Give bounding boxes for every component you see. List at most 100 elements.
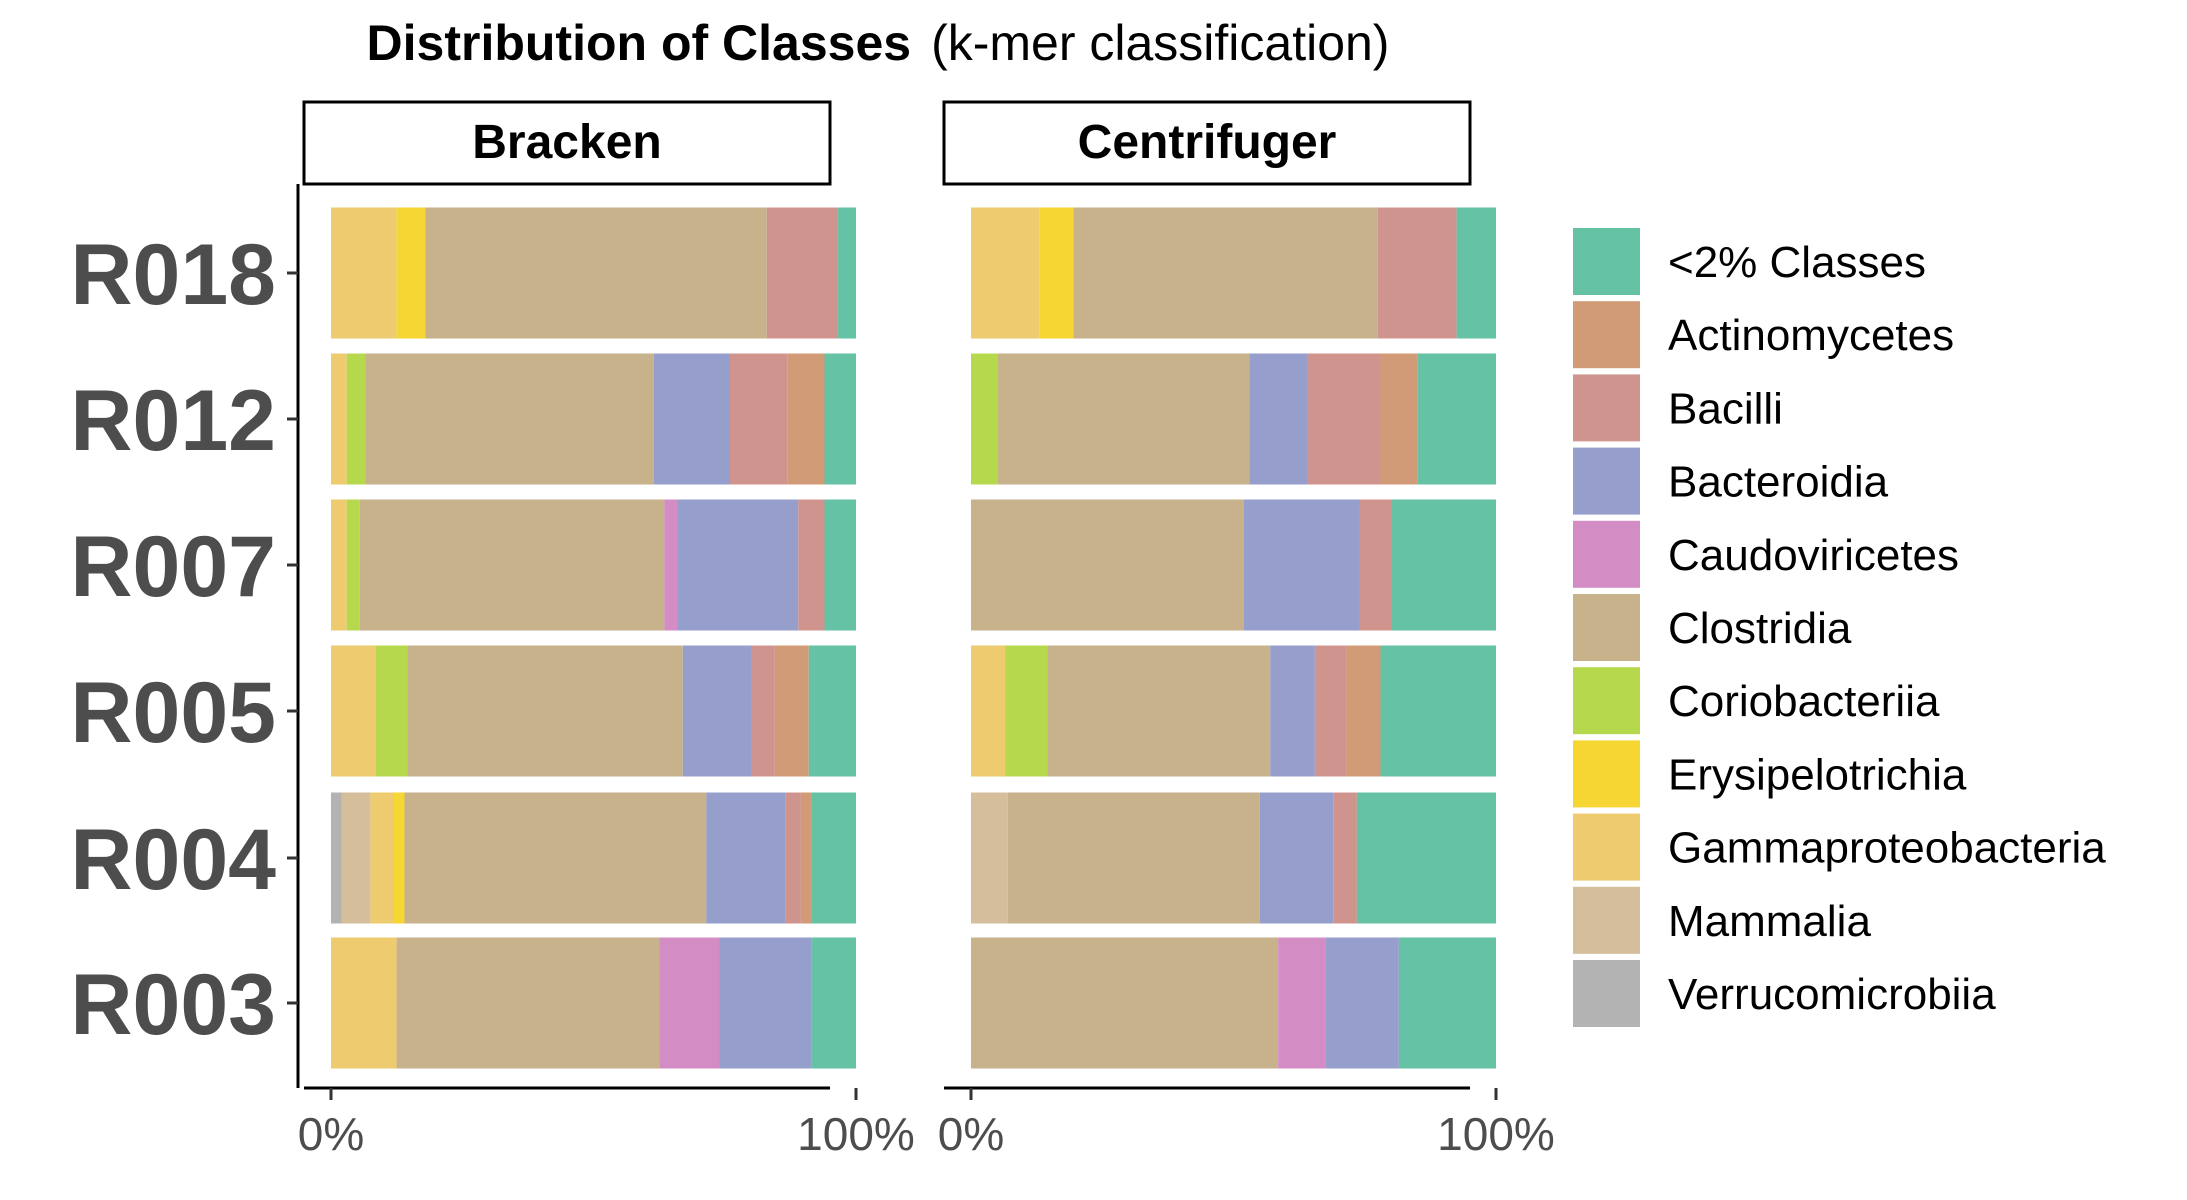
bar-segment-gammaproteobacteria: [331, 937, 397, 1069]
bar-segment-bacilli: [1359, 499, 1391, 631]
bar-r018: [971, 207, 1496, 339]
legend-swatch: [1573, 520, 1640, 588]
bar-segment-caudoviricetes: [664, 499, 678, 631]
bar-segment-actinomycetes: [787, 353, 825, 485]
bar-segment-2-classes: [1417, 353, 1496, 485]
bar-segment-gammaproteobacteria: [370, 792, 394, 924]
bar-segment-clostridia: [1073, 207, 1378, 339]
bar-r005: [331, 645, 856, 777]
bar-segment-clostridia: [971, 937, 1279, 1069]
x-tick-label: 100%: [797, 1108, 915, 1160]
bar-segment-clostridia: [997, 353, 1250, 485]
bar-segment-clostridia: [396, 937, 660, 1069]
bar-segment-bacteroidia: [682, 645, 751, 777]
bar-segment-bacilli: [1377, 207, 1457, 339]
legend-label: Caudoviricetes: [1668, 531, 1959, 580]
x-tick-label: 100%: [1437, 1108, 1555, 1160]
bar-segment-clostridia: [1007, 792, 1260, 924]
y-tick-label: R003: [70, 957, 276, 1053]
panel-strip: [302, 100, 832, 186]
legend-swatch: [1573, 594, 1640, 661]
x-tick-label: 0%: [298, 1108, 364, 1160]
panel-strip: [942, 100, 1472, 186]
bar-r003: [331, 937, 856, 1069]
bar-segment-2-classes: [1456, 207, 1496, 339]
bar-r007: [971, 499, 1496, 631]
panel-centrifuger: Centrifuger 0% 100%: [938, 100, 1555, 1160]
legend-swatch: [1573, 740, 1640, 808]
legend-swatch: [1573, 301, 1640, 369]
legend-swatch: [1573, 228, 1640, 295]
bar-segment-2-classes: [824, 499, 856, 631]
bar-segment-2-classes: [1398, 937, 1496, 1069]
bar-segment-bacilli: [1307, 353, 1381, 485]
bar-segment-actinomycetes: [800, 792, 812, 924]
bar-segment-actinomycetes: [1346, 645, 1381, 777]
y-tick-label: R004: [70, 812, 276, 908]
legend-item: Bacteroidia: [1573, 447, 1889, 515]
legend-swatch: [1573, 960, 1640, 1027]
chart-title-main: Distribution of Classes: [367, 15, 912, 71]
bar-segment-bacteroidia: [677, 499, 799, 631]
legend-label: Coriobacteriia: [1668, 677, 1940, 726]
legend-swatch: [1573, 447, 1640, 515]
bar-segment-2-classes: [1391, 499, 1496, 631]
legend-item: Mammalia: [1573, 886, 1871, 954]
bar-segment-erysipelotrichia: [1039, 207, 1074, 339]
y-axis: R018 R012 R007 R005 R004 R003: [70, 184, 300, 1088]
facet-panels: Bracken 0% 100% Centrifuger 0% 100%: [298, 100, 1555, 1160]
bar-segment-clostridia: [425, 207, 767, 339]
legend-label: Erysipelotrichia: [1668, 750, 1967, 799]
panel-strip-label: Bracken: [472, 116, 661, 169]
bar-segment-bacteroidia: [653, 353, 730, 485]
legend-label: <2% Classes: [1668, 238, 1926, 287]
bar-segment-actinomycetes: [774, 645, 809, 777]
bar-segment-bacteroidia: [1244, 499, 1360, 631]
legend-label: Bacilli: [1668, 384, 1783, 433]
bar-segment-gammaproteobacteria: [331, 353, 347, 485]
bar-r004: [971, 792, 1496, 924]
panel-bracken: Bracken 0% 100%: [298, 100, 915, 1160]
legend-item: Verrucomicrobiia: [1573, 960, 1996, 1027]
panel-strip-label: Centrifuger: [1078, 116, 1337, 169]
bar-segment-bacilli: [798, 499, 825, 631]
bar-segment-mammalia: [971, 792, 1008, 924]
chart-subtitle: (k-mer classification): [931, 15, 1389, 71]
legend-swatch: [1573, 374, 1640, 442]
bar-segment-verrucomicrobiia: [331, 792, 342, 924]
bar-segment-coriobacteriia: [971, 353, 998, 485]
bar-segment-2-classes: [811, 792, 856, 924]
bar-segment-clostridia: [359, 499, 665, 631]
bar-segment-bacteroidia: [1249, 353, 1307, 485]
y-tick-label: R012: [70, 373, 276, 469]
bar-segment-bacteroidia: [706, 792, 786, 924]
bar-segment-bacteroidia: [1270, 645, 1315, 777]
legend-label: Bacteroidia: [1668, 458, 1889, 507]
bar-segment-2-classes: [811, 937, 856, 1069]
bar-segment-clostridia: [971, 499, 1244, 631]
y-tick-label: R005: [70, 665, 276, 761]
bar-segment-clostridia: [365, 353, 654, 485]
bar-segment-gammaproteobacteria: [331, 499, 347, 631]
bar-segment-gammaproteobacteria: [331, 207, 397, 339]
chart-title: Distribution of Classes (k-mer classific…: [367, 15, 1390, 71]
bar-segment-gammaproteobacteria: [331, 645, 376, 777]
y-tick-label: R018: [70, 227, 276, 323]
legend-swatch: [1573, 886, 1640, 954]
bar-segment-caudoviricetes: [1278, 937, 1326, 1069]
bar-r012: [971, 353, 1496, 485]
bar-segment-bacilli: [766, 207, 838, 339]
bar-segment-gammaproteobacteria: [971, 645, 1006, 777]
bar-segment-coriobacteriia: [346, 353, 366, 485]
bar-segment-actinomycetes: [1380, 353, 1418, 485]
bar-segment-coriobacteriia: [1005, 645, 1048, 777]
bar-segment-2-classes: [808, 645, 856, 777]
bar-r003: [971, 937, 1496, 1069]
legend-swatch: [1573, 667, 1640, 735]
legend-item: Clostridia: [1573, 594, 1852, 661]
bar-r007: [331, 499, 856, 631]
legend-label: Clostridia: [1668, 604, 1852, 653]
bar-segment-bacilli: [751, 645, 775, 777]
x-tick-label: 0%: [938, 1108, 1004, 1160]
